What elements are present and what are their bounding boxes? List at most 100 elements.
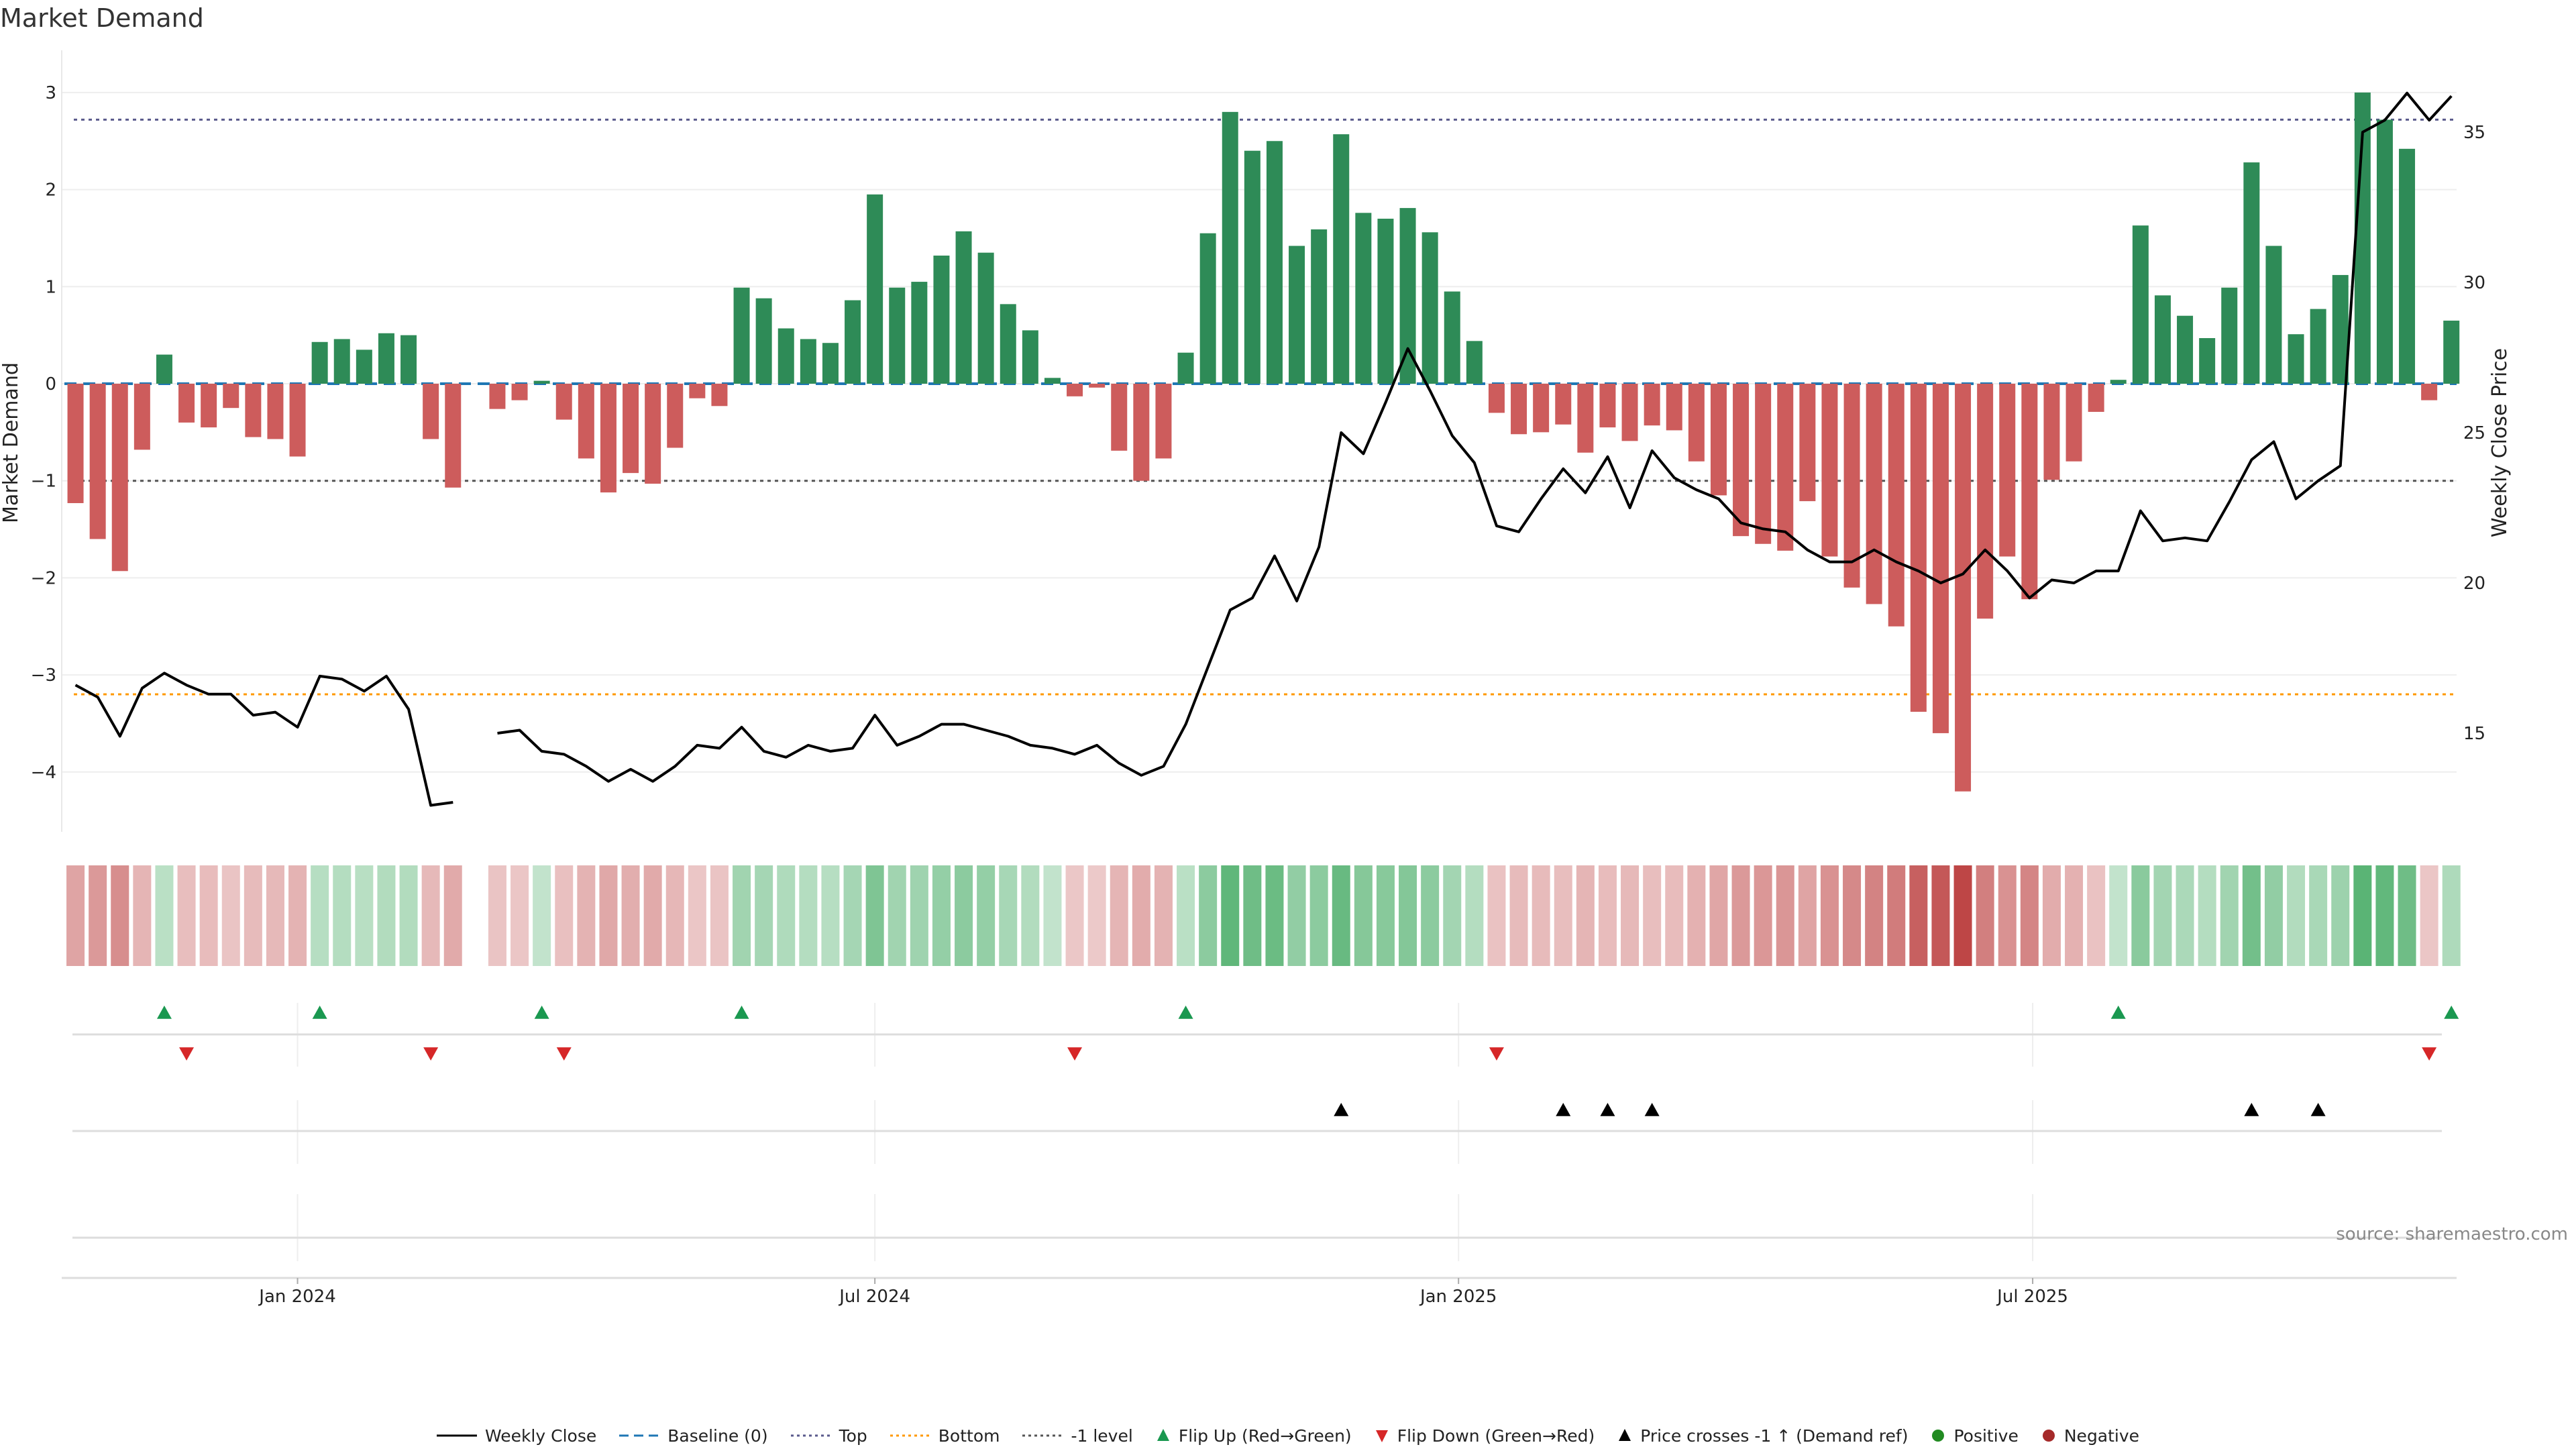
demand-bar xyxy=(845,300,861,384)
heat-cell xyxy=(399,865,418,966)
heat-cell xyxy=(355,865,374,966)
heat-cell xyxy=(421,865,440,966)
x-tick-label: Jul 2024 xyxy=(838,1287,910,1307)
flip-up-marker xyxy=(734,1006,749,1019)
price-cross-marker xyxy=(1600,1103,1615,1116)
legend-triangle xyxy=(1375,1430,1388,1442)
legend-item: Positive xyxy=(1931,1426,2019,1446)
heat-cell xyxy=(89,865,107,966)
demand-bar xyxy=(1399,208,1416,384)
demand-bar xyxy=(711,384,728,407)
demand-bar xyxy=(423,384,439,439)
x-tick-label: Jul 2025 xyxy=(1996,1287,2068,1307)
demand-bar xyxy=(1888,384,1904,627)
demand-bar xyxy=(445,384,462,488)
heat-cell xyxy=(1820,865,1839,966)
heat-cell xyxy=(2198,865,2216,966)
demand-bar xyxy=(1688,384,1705,462)
demand-bar xyxy=(1155,384,1172,459)
demand-bar xyxy=(1599,384,1616,428)
demand-bar xyxy=(555,384,572,420)
demand-bar xyxy=(245,384,262,437)
demand-bar xyxy=(533,380,550,384)
demand-bar xyxy=(1799,384,1816,502)
demand-bar xyxy=(867,194,883,384)
right-y-axis-label: Weekly Close Price xyxy=(2488,348,2512,537)
demand-bar xyxy=(2177,315,2194,384)
heat-cell xyxy=(1687,865,1706,966)
left-tick-label: −1 xyxy=(31,472,56,492)
heat-cell xyxy=(1909,865,1928,966)
x-axis: Jan 2024 Jul 2024 Jan 2025 Jul 2025 xyxy=(62,1277,2457,1307)
legend-item: Bottom xyxy=(890,1426,1000,1446)
heat-cell xyxy=(799,865,818,966)
demand-bar xyxy=(2376,119,2393,384)
heat-cell xyxy=(733,865,751,966)
demand-bar xyxy=(1466,341,1483,384)
demand-bar xyxy=(1355,213,1372,384)
demand-bar xyxy=(1044,378,1061,384)
heat-cell xyxy=(1709,865,1728,966)
left-tick-label: −4 xyxy=(31,763,56,783)
legend-label: -1 level xyxy=(1071,1426,1133,1446)
heat-cell xyxy=(1265,865,1284,966)
heat-cell xyxy=(555,865,574,966)
legend-symbol xyxy=(790,1434,831,1437)
demand-bar xyxy=(2154,295,2171,384)
heat-cell xyxy=(1843,865,1862,966)
weekly-close-line xyxy=(74,91,2453,807)
heat-cell xyxy=(2309,865,2328,966)
right-y-axis: 35 30 25 20 15 xyxy=(2463,123,2485,744)
heat-cell xyxy=(1421,865,1440,966)
demand-bar xyxy=(333,339,350,384)
legend-symbol xyxy=(1157,1429,1169,1441)
demand-bar xyxy=(1067,384,1083,396)
demand-bar xyxy=(111,384,128,572)
demand-bar xyxy=(1777,384,1794,551)
legend-triangle xyxy=(1157,1429,1169,1441)
heat-cell xyxy=(910,865,928,966)
legend-label: Price crosses -1 ↑ (Demand ref) xyxy=(1640,1426,1909,1446)
heat-cell xyxy=(1865,865,1884,966)
heat-cell xyxy=(2176,865,2194,966)
price-cross-marker xyxy=(2310,1103,2326,1116)
demand-bar xyxy=(2421,384,2438,400)
heat-cell xyxy=(1443,865,1462,966)
demand-bar xyxy=(623,384,639,474)
demand-bar xyxy=(1843,384,1860,588)
demand-bar xyxy=(1710,384,1727,496)
demand-bar xyxy=(645,384,661,484)
heat-cell xyxy=(665,865,684,966)
heat-cell xyxy=(2375,865,2394,966)
demand-bar xyxy=(755,298,772,384)
flip-down-marker xyxy=(556,1047,572,1061)
flip-up-marker xyxy=(156,1006,172,1019)
x-tick-label: Jan 2024 xyxy=(258,1287,336,1307)
left-y-axis: 3 2 1 0 −1 −2 −3 −4 xyxy=(31,83,56,783)
price-line-path xyxy=(74,91,2453,807)
heat-cell xyxy=(1953,865,1972,966)
heat-cell xyxy=(111,865,129,966)
heat-cell xyxy=(1576,865,1595,966)
demand-bar xyxy=(133,384,150,450)
demand-bar xyxy=(1289,246,1305,384)
price-cross-panel xyxy=(72,1100,2442,1164)
heat-cell xyxy=(1665,865,1684,966)
right-tick-label: 20 xyxy=(2463,574,2485,594)
demand-bar xyxy=(67,384,84,503)
heat-cell xyxy=(1354,865,1373,966)
heat-cell xyxy=(533,865,551,966)
demand-bar xyxy=(1177,352,1194,384)
demand-bar xyxy=(1621,384,1638,441)
price-cross-marker xyxy=(1556,1103,1571,1116)
price-cross-marker xyxy=(2244,1103,2259,1116)
legend-item: -1 level xyxy=(1022,1426,1133,1446)
heat-cell xyxy=(1798,865,1817,966)
legend-item: Weekly Close xyxy=(436,1426,596,1446)
legend-label: Baseline (0) xyxy=(667,1426,768,1446)
heat-cell xyxy=(2331,865,2350,966)
heat-cell xyxy=(1199,865,1218,966)
heat-cell xyxy=(333,865,352,966)
demand-bar xyxy=(1488,384,1505,413)
heat-cell xyxy=(133,865,152,966)
